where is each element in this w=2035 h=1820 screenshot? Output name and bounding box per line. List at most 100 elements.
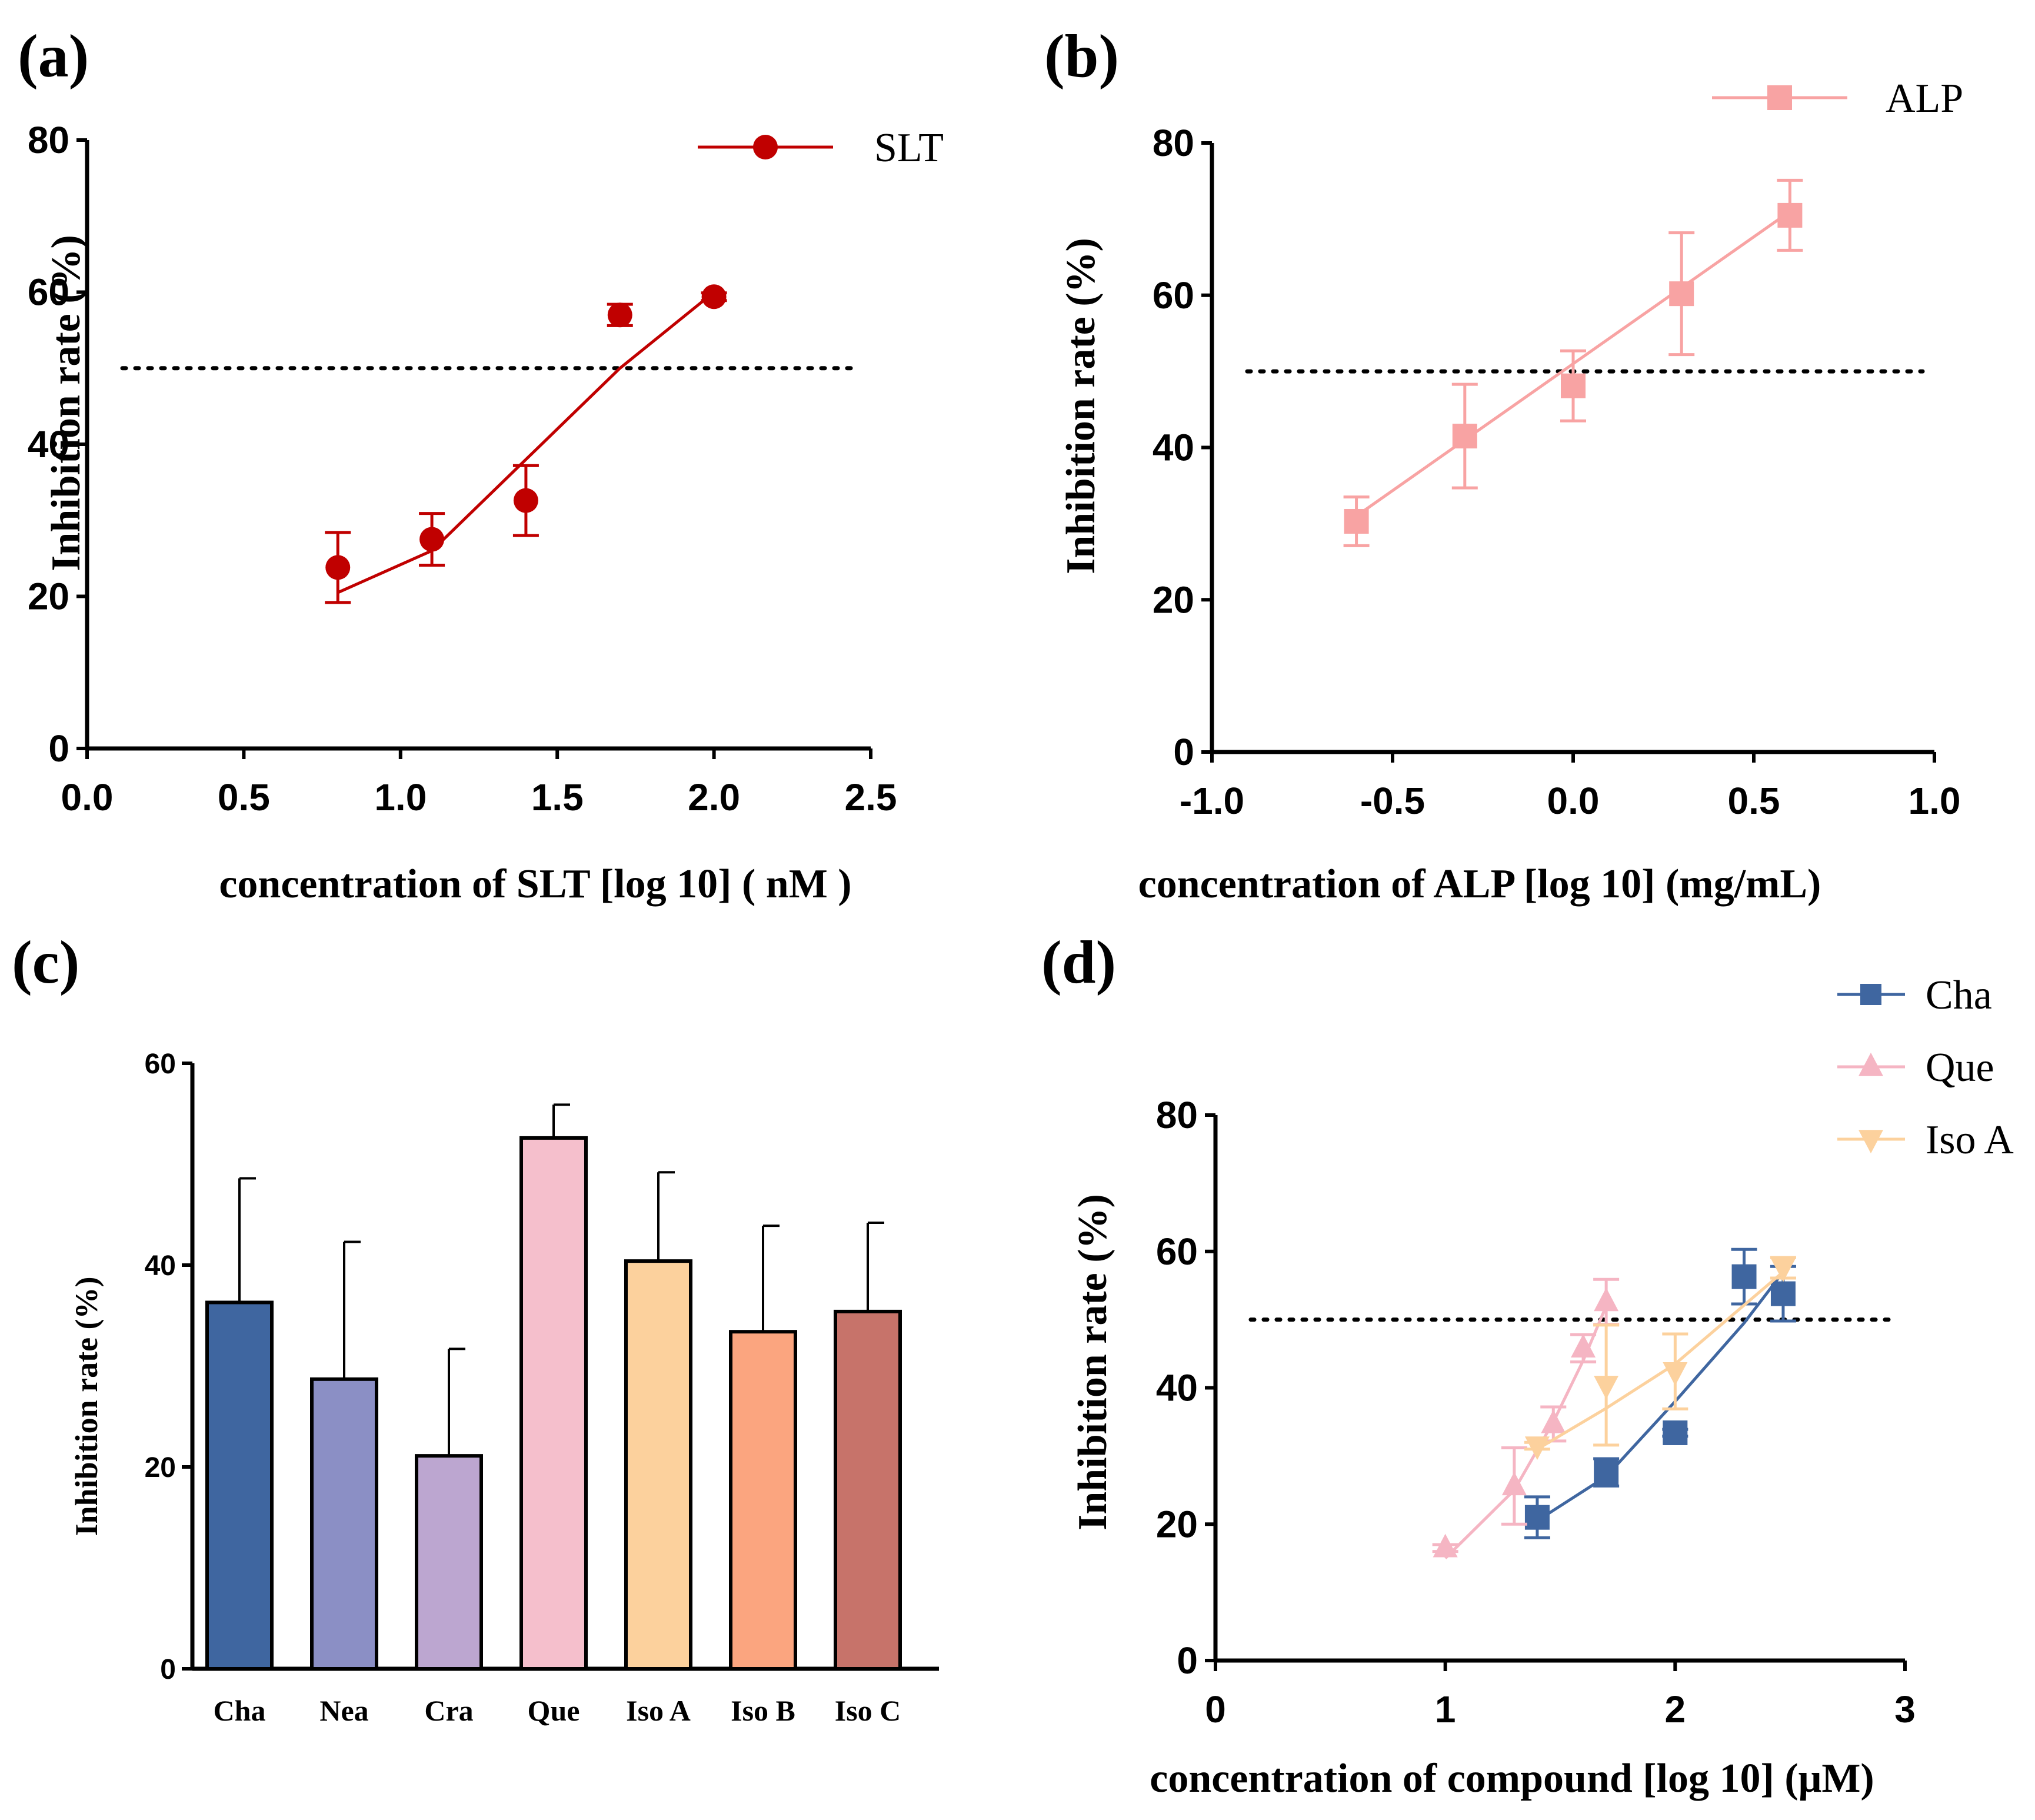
data-point bbox=[325, 555, 351, 580]
data-point bbox=[1669, 281, 1694, 307]
panel-a-x-tick-label: 2.0 bbox=[688, 776, 740, 818]
bar-rect bbox=[310, 1377, 378, 1671]
bar-cha: Cha bbox=[205, 1177, 274, 1727]
data-point bbox=[701, 284, 727, 310]
bar-rect bbox=[415, 1454, 483, 1671]
panel-d-x-tick-label: 2 bbox=[1665, 1688, 1686, 1731]
panel-c-letter: (c) bbox=[12, 929, 79, 996]
data-point bbox=[1344, 508, 1369, 534]
legend-marker bbox=[1859, 1130, 1883, 1154]
bar-que: Que bbox=[519, 1103, 588, 1727]
category-label: Iso C bbox=[835, 1694, 901, 1727]
panel-a-x-tick-label: 0.5 bbox=[218, 776, 270, 818]
panel-d-y-tick-label: 60 bbox=[1156, 1230, 1198, 1273]
panel-c-y-tick-label: 20 bbox=[145, 1452, 176, 1483]
panel-a-y-tick-label: 0 bbox=[48, 727, 69, 770]
panel-a-x-tick-label: 1.5 bbox=[531, 776, 584, 818]
panel-d-legend: Cha Que Iso A bbox=[1837, 973, 2014, 1163]
fit-line bbox=[1536, 1270, 1784, 1522]
panel-a-x-axis-title: concentration of SLT [log 10] ( nM ) bbox=[219, 861, 851, 907]
panel-a-series bbox=[325, 284, 727, 604]
category-label: Cra bbox=[424, 1694, 473, 1727]
panel-b-series-alp bbox=[1343, 178, 1803, 547]
panel-d-x-axis-title: concentration of compound [log 10] (μM) bbox=[1150, 1756, 1874, 1801]
panel-b-x-axis-title: concentration of ALP [log 10] (mg/mL) bbox=[1138, 861, 1821, 907]
category-label: Iso A bbox=[626, 1694, 691, 1727]
data-point bbox=[1663, 1420, 1688, 1445]
panel-d: (d) 0 1 2 3 0 20 40 60 80 Cha Que Iso A concentrat… bbox=[1041, 929, 2014, 1801]
bar-nea: Nea bbox=[310, 1240, 378, 1727]
category-label: Cha bbox=[214, 1694, 266, 1727]
bar-iso-c: Iso C bbox=[834, 1221, 902, 1727]
legend-label: SLT bbox=[874, 125, 944, 171]
panel-b-y-tick-label: 60 bbox=[1153, 274, 1194, 317]
data-point bbox=[1777, 202, 1803, 228]
panel-b-y-tick-label: 80 bbox=[1153, 122, 1194, 164]
panel-b: (b) -1.0 -0.5 0.0 0.5 1.0 0 20 40 60 80 ALP conce… bbox=[1044, 22, 1963, 907]
bar-cra: Cra bbox=[415, 1347, 483, 1727]
data-point bbox=[607, 302, 632, 328]
panel-a-x-tick-label: 1.0 bbox=[374, 776, 427, 818]
data-point bbox=[513, 488, 538, 513]
legend-marker bbox=[1859, 1052, 1883, 1076]
bar-iso-b: Iso B bbox=[729, 1225, 797, 1727]
data-point bbox=[1541, 1409, 1566, 1433]
fit-line bbox=[1536, 1270, 1784, 1450]
panel-d-letter: (d) bbox=[1041, 929, 1116, 996]
legend-marker bbox=[753, 135, 778, 159]
data-point bbox=[1594, 1460, 1619, 1485]
panel-d-series bbox=[1432, 1247, 1796, 1559]
bar-rect bbox=[519, 1136, 588, 1671]
panel-b-y-axis-title: Inhibition rate (%) bbox=[1058, 238, 1104, 574]
data-point bbox=[1524, 1505, 1550, 1530]
bar-rect bbox=[834, 1309, 902, 1671]
panel-a-y-tick-label: 20 bbox=[28, 575, 69, 618]
data-point bbox=[1770, 1258, 1796, 1282]
data-point bbox=[1731, 1264, 1757, 1289]
panel-b-y-tick-label: 40 bbox=[1153, 427, 1194, 469]
panel-d-x-tick-label: 3 bbox=[1894, 1688, 1916, 1731]
panel-a-y-axis-title: Inhibition rate (%) bbox=[44, 235, 89, 571]
panel-b-x-tick-label: 0.0 bbox=[1547, 780, 1600, 822]
panel-a-y-tick-label: 80 bbox=[28, 119, 69, 161]
panel-d-y-axis-title: Inhibition rate (%) bbox=[1070, 1194, 1115, 1530]
data-point bbox=[1524, 1436, 1550, 1460]
panel-a-axes: 0.0 0.5 1.0 1.5 2.0 2.5 0 20 40 60 80 bbox=[28, 119, 897, 818]
bar-rect bbox=[729, 1330, 797, 1671]
panel-b-legend: ALP bbox=[1712, 76, 1963, 121]
panel-c-y-tick-label: 0 bbox=[160, 1654, 176, 1685]
panel-a: (a) 0.0 0.5 1.0 1.5 2.0 2.5 0 20 40 60 80 SLT conc… bbox=[18, 22, 944, 907]
legend-label: Que bbox=[1926, 1045, 1994, 1090]
data-point bbox=[419, 527, 445, 552]
legend-label: Iso A bbox=[1926, 1117, 2014, 1163]
panel-a-y-tick-label: 60 bbox=[28, 271, 69, 314]
panel-d-x-tick-label: 1 bbox=[1435, 1688, 1456, 1731]
bar-iso-a: Iso A bbox=[624, 1171, 692, 1727]
legend-marker bbox=[1860, 984, 1881, 1005]
data-point bbox=[1571, 1334, 1596, 1358]
panel-a-x-tick-label: 2.5 bbox=[845, 776, 897, 818]
panel-b-letter: (b) bbox=[1044, 22, 1119, 90]
category-label: Iso B bbox=[731, 1694, 795, 1727]
data-point bbox=[1561, 373, 1586, 398]
panel-b-axes: -1.0 -0.5 0.0 0.5 1.0 0 20 40 60 80 bbox=[1153, 122, 1961, 822]
data-point bbox=[1452, 424, 1477, 449]
panel-d-series-iso-a bbox=[1524, 1256, 1796, 1460]
panel-a-x-tick-label: 0.0 bbox=[61, 776, 114, 818]
panel-b-series bbox=[1343, 178, 1803, 547]
legend-label: ALP bbox=[1886, 76, 1963, 121]
panel-d-y-tick-label: 40 bbox=[1156, 1367, 1198, 1409]
panel-b-y-tick-label: 0 bbox=[1173, 731, 1194, 773]
data-point bbox=[1594, 1376, 1619, 1400]
category-label: Que bbox=[528, 1694, 580, 1727]
panel-c-y-tick-label: 40 bbox=[145, 1250, 176, 1282]
panel-a-legend: SLT bbox=[698, 125, 944, 171]
panel-a-y-tick-label: 40 bbox=[28, 423, 69, 465]
panel-b-y-tick-label: 20 bbox=[1153, 578, 1194, 621]
panel-d-y-tick-label: 20 bbox=[1156, 1503, 1198, 1545]
data-point bbox=[1433, 1533, 1458, 1558]
data-point bbox=[1663, 1362, 1688, 1386]
data-point bbox=[1594, 1287, 1619, 1312]
panel-b-x-tick-label: 1.0 bbox=[1909, 780, 1961, 822]
